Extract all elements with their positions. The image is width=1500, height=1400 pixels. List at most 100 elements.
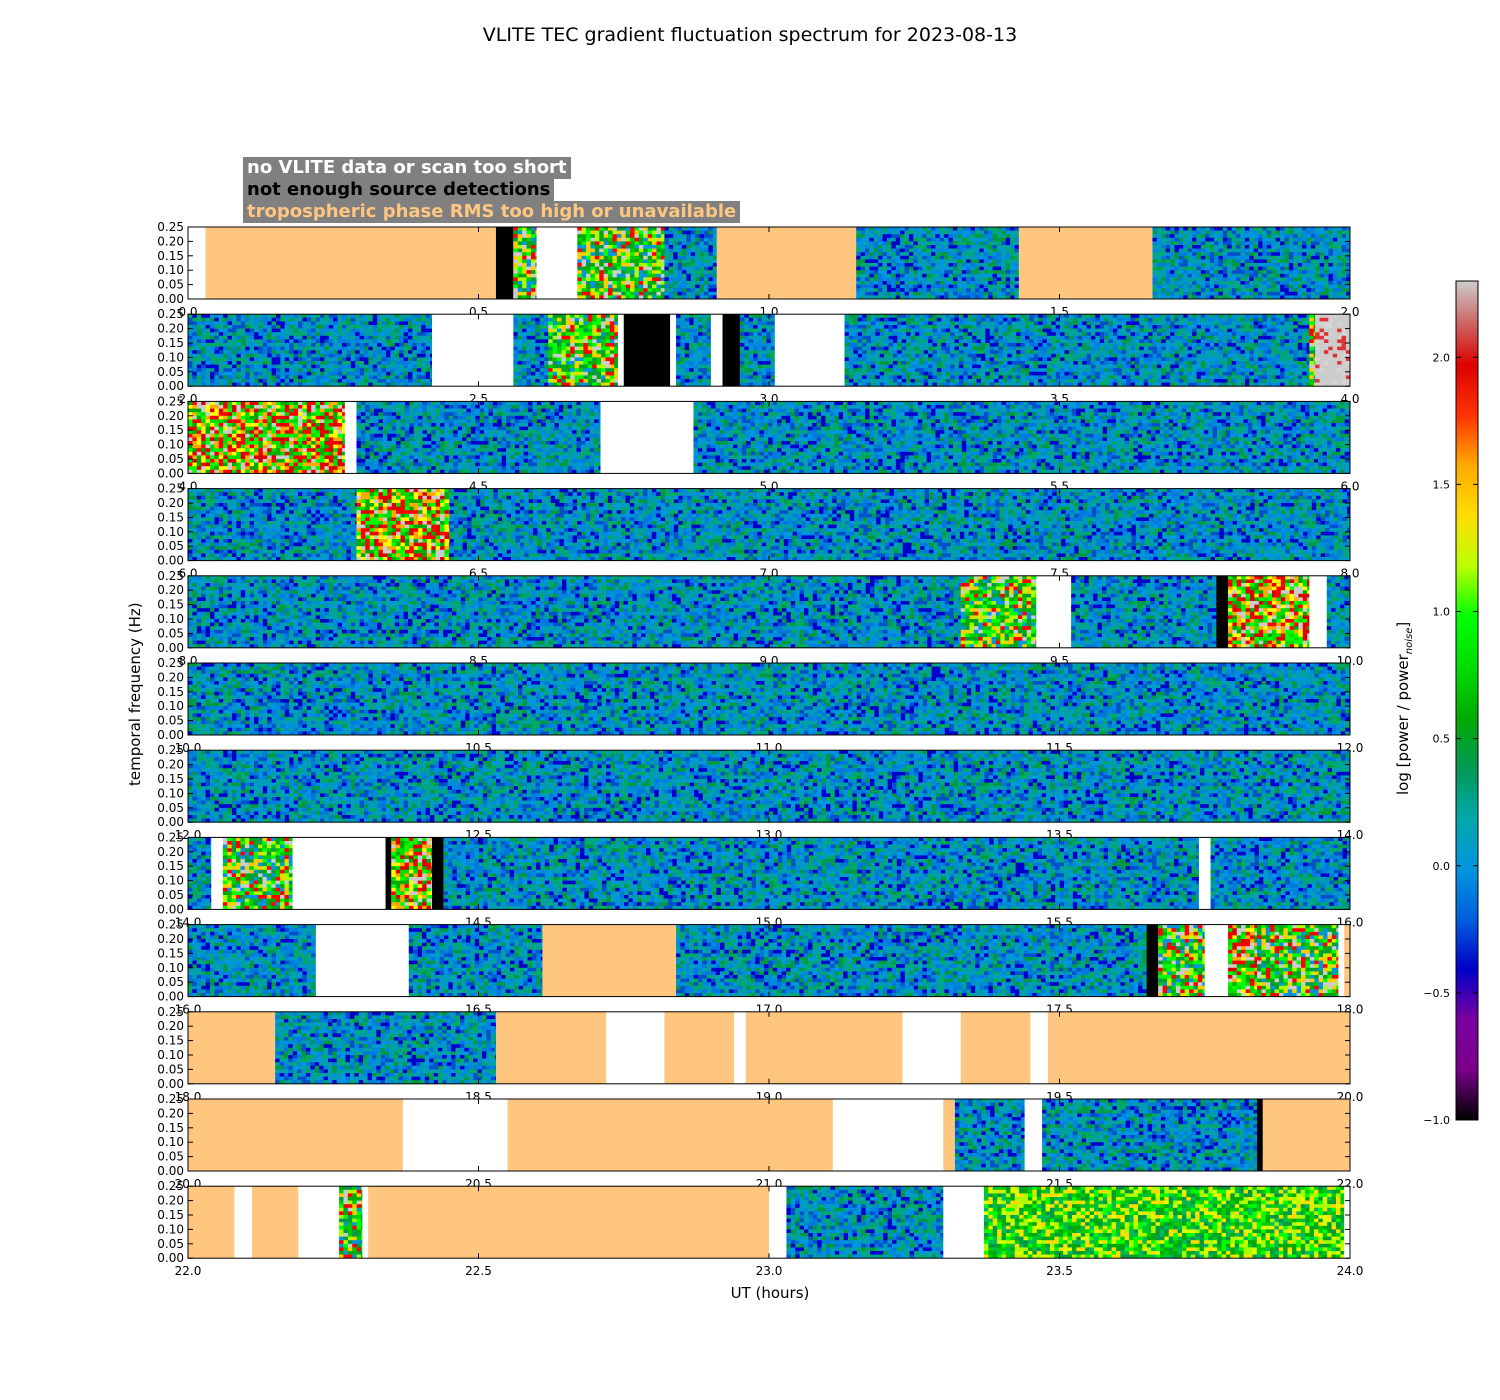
segment-white: [315, 924, 409, 997]
segment-tropo: [188, 1186, 235, 1259]
y-tick-label: 0.15: [157, 598, 184, 612]
y-tick-label: 0.00: [157, 379, 184, 393]
y-tick-label: 0.20: [157, 670, 184, 684]
segment-spectrum-quiet: [188, 488, 357, 561]
segment-white: [1309, 575, 1327, 648]
segment-spectrum-hot: [188, 401, 346, 474]
segment-spectrum-quiet: [693, 401, 1351, 474]
segment-white: [734, 1011, 746, 1084]
y-tick-label: 0.15: [157, 423, 184, 437]
y-tick-label: 0.15: [157, 249, 184, 263]
segment-white: [1344, 1186, 1350, 1259]
segment-white: [402, 1099, 508, 1171]
y-tick-label: 0.20: [157, 496, 184, 510]
x-tick-label: 23.0: [756, 1264, 783, 1278]
y-tick-label: 0.20: [157, 583, 184, 597]
panel-2: 0.000.050.100.150.200.254.0 4.5 5.0 5.5 6.0: [157, 394, 1359, 493]
legend-no-data: no VLITE data or scan too short: [243, 157, 571, 179]
segment-spectrum-active: [548, 314, 619, 387]
y-tick-label: 0.25: [157, 830, 184, 844]
segment-spectrum-quiet: [1210, 837, 1351, 910]
y-tick-label: 0.05: [157, 1237, 184, 1251]
segment-tropo: [1047, 1011, 1350, 1084]
colorbar-tick-label: 2.0: [1433, 351, 1451, 364]
segment-spectrum-hot: [1227, 575, 1310, 649]
segment-white: [211, 837, 223, 910]
y-tick-label: 0.10: [157, 1135, 184, 1149]
panel-11: 0.000.050.100.150.200.25 22.0 22.5 23.0 23.5…: [157, 1179, 1363, 1278]
y-tick-label: 0.15: [157, 946, 184, 960]
colorbar-label-end: ]: [1394, 622, 1412, 628]
segment-tropo: [495, 1011, 607, 1084]
segment-white: [710, 314, 723, 387]
segment-white: [292, 837, 386, 910]
colorbar-label-base: log [power / power: [1394, 654, 1412, 795]
y-tick-label: 0.00: [157, 1164, 184, 1178]
y-tick-label: 0.20: [157, 1106, 184, 1120]
segment-spectrum-quiet: [664, 227, 718, 300]
y-tick-label: 0.25: [157, 918, 184, 932]
segment-tropo: [368, 1186, 769, 1259]
segment-spectrum-quiet: [275, 1011, 497, 1085]
y-tick-label: 0.25: [157, 394, 184, 408]
segment-spectrum-active: [1309, 314, 1316, 387]
y-tick-label: 0.00: [157, 1251, 184, 1265]
segment-tropo: [205, 227, 496, 299]
segment-tropo: [716, 227, 857, 299]
y-tick-label: 0.25: [157, 743, 184, 757]
colorbar-gradient: [1455, 280, 1479, 1121]
y-tick-label: 0.00: [157, 990, 184, 1004]
segment-tropo: [1344, 924, 1350, 997]
y-tick-label: 0.15: [157, 859, 184, 873]
segment-spectrum-quiet: [188, 750, 1351, 823]
segment-white: [832, 1099, 944, 1171]
y-tick-label: 0.25: [157, 1092, 184, 1106]
segment-white: [600, 401, 694, 474]
y-tick-label: 0.10: [157, 525, 184, 539]
y-tick-label: 0.25: [157, 1179, 184, 1193]
y-tick-label: 0.10: [157, 961, 184, 975]
segment-spectrum-active: [960, 575, 1037, 649]
segment-spectrum-grey: [1315, 314, 1351, 387]
legend-not-enough-detections: not enough source detections: [243, 179, 555, 201]
segment-spectrum-active: [577, 227, 665, 300]
y-tick-label: 0.25: [157, 656, 184, 670]
segment-white: [774, 314, 845, 387]
y-tick-label: 0.20: [157, 322, 184, 336]
segment-white: [617, 314, 624, 387]
segment-spectrum-quiet: [188, 663, 1351, 736]
segment-tropo: [943, 1099, 955, 1171]
y-tick-label: 0.20: [157, 409, 184, 423]
segment-spectrum-quiet: [1152, 227, 1351, 300]
y-tick-label: 0.25: [157, 307, 184, 321]
y-tick-label: 0.05: [157, 1150, 184, 1164]
y-tick-label: 0.20: [157, 758, 184, 772]
segment-spectrum-quiet: [449, 488, 1351, 561]
segment-spectrum-quiet: [954, 1099, 1025, 1172]
x-tick-label: 22.0: [175, 1264, 202, 1278]
y-tick-label: 0.05: [157, 714, 184, 728]
segment-spectrum-quiet: [739, 314, 776, 387]
y-tick-label: 0.25: [157, 1005, 184, 1019]
y-tick-label: 0.10: [157, 1222, 184, 1236]
panel-0: 0.000.050.100.150.200.250.0 0.5 1.0 1.5 2.0: [157, 220, 1359, 319]
y-tick-label: 0.15: [157, 510, 184, 524]
segment-white: [234, 1186, 252, 1259]
segment-spectrum-quiet: [188, 924, 317, 997]
y-tick-label: 0.00: [157, 641, 184, 655]
segment-spectrum-active: [339, 1186, 363, 1259]
colorbar-label-sub: noise: [1404, 628, 1415, 655]
segment-white: [902, 1011, 961, 1084]
colorbar-tick-label: 1.5: [1433, 478, 1451, 491]
y-tick-label: 0.15: [157, 772, 184, 786]
segment-tropo: [1018, 227, 1153, 299]
segment-spectrum-quiet: [1326, 575, 1351, 649]
y-tick-label: 0.20: [157, 845, 184, 859]
x-tick-label: 23.5: [1046, 1264, 1073, 1278]
segment-white: [1030, 1011, 1048, 1084]
y-tick-label: 0.00: [157, 554, 184, 568]
